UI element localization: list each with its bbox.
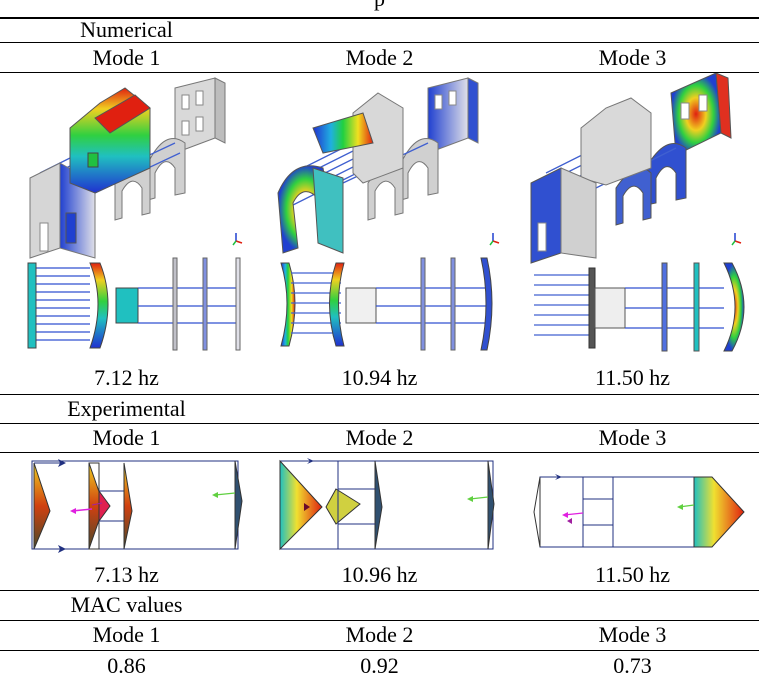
mac-section-label: MAC values — [70, 592, 183, 617]
mac-mode-1-label: Mode 1 — [92, 622, 161, 647]
mode-2-plan-view — [280, 257, 493, 351]
numerical-section-label: Numerical — [80, 17, 173, 42]
numerical-mode-shapes-figure — [27, 73, 745, 352]
table-rule — [0, 650, 759, 651]
table-rule — [0, 394, 759, 395]
experimental-mode-3-shape — [533, 474, 745, 548]
table-rule — [0, 42, 759, 43]
experimental-section-row: Experimental — [0, 397, 759, 421]
mac-mode-3-label: Mode 3 — [598, 622, 667, 647]
mode-1-plan-view — [27, 257, 241, 351]
mac-value-3: 0.73 — [613, 653, 652, 678]
mac-modes-row: Mode 1 Mode 2 Mode 3 — [0, 623, 759, 647]
mac-section-row: MAC values — [0, 593, 759, 617]
table-rule-top — [0, 17, 759, 19]
table-rule — [0, 452, 759, 453]
numerical-frequencies-row: 7.12 hz 10.94 hz 11.50 hz — [0, 366, 759, 390]
experimental-frequency-1: 7.13 hz — [94, 562, 159, 587]
experimental-mode-2-shape — [279, 458, 495, 551]
numerical-frequency-2: 10.94 hz — [341, 365, 418, 390]
mac-value-1: 0.86 — [107, 653, 146, 678]
numerical-frequency-3: 11.50 hz — [595, 365, 670, 390]
experimental-mode-1-label: Mode 1 — [92, 425, 161, 450]
numerical-frequency-1: 7.12 hz — [94, 365, 159, 390]
mode-3-isometric — [530, 73, 732, 264]
experimental-mode-shapes-figure — [31, 458, 745, 553]
mode-2-isometric — [277, 77, 479, 254]
numerical-modes-row: Mode 1 Mode 2 Mode 3 — [0, 46, 759, 70]
experimental-modes-row: Mode 1 Mode 2 Mode 3 — [0, 426, 759, 450]
experimental-frequencies-row: 7.13 hz 10.96 hz 11.50 hz — [0, 563, 759, 587]
mode-3-plan-view — [534, 262, 745, 352]
mac-mode-2-label: Mode 2 — [345, 622, 414, 647]
table-caption: p — [0, 0, 759, 12]
experimental-frequency-3: 11.50 hz — [595, 562, 670, 587]
table-rule — [0, 423, 759, 424]
table-rule — [0, 72, 759, 73]
experimental-section-label: Experimental — [67, 396, 186, 421]
table-rule — [0, 620, 759, 621]
mac-value-2: 0.92 — [360, 653, 399, 678]
mode-1-isometric — [29, 77, 226, 259]
axis-triad-icon — [232, 233, 243, 246]
numerical-mode-1-label: Mode 1 — [92, 45, 161, 70]
mac-values-row: 0.86 0.92 0.73 — [0, 654, 759, 678]
table-rule — [0, 590, 759, 591]
numerical-mode-2-label: Mode 2 — [345, 45, 414, 70]
numerical-section-row: Numerical — [0, 18, 759, 42]
experimental-frequency-2: 10.96 hz — [341, 562, 418, 587]
experimental-mode-2-label: Mode 2 — [345, 425, 414, 450]
numerical-mode-3-label: Mode 3 — [598, 45, 667, 70]
experimental-mode-1-shape — [31, 459, 243, 553]
experimental-mode-3-label: Mode 3 — [598, 425, 667, 450]
